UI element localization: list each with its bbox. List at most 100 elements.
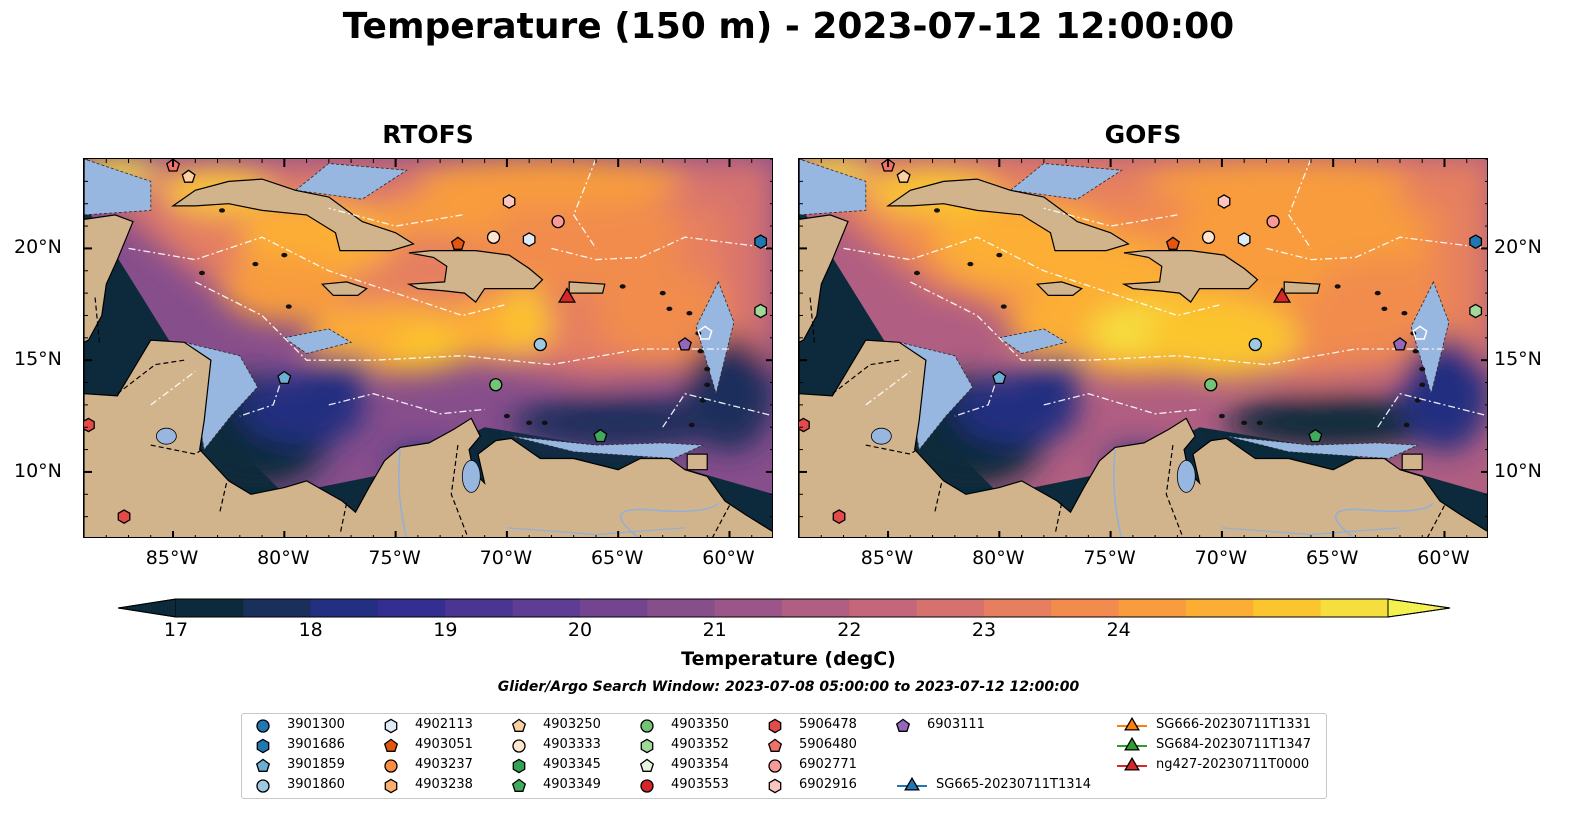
colorbar-segment bbox=[512, 599, 581, 617]
legend-marker bbox=[384, 738, 398, 752]
legend-marker bbox=[640, 738, 654, 754]
map-panel-gofs[interactable] bbox=[798, 158, 1488, 538]
legend-marker bbox=[384, 778, 398, 794]
colorbar-tick-label: 19 bbox=[433, 619, 458, 641]
float-4903352 bbox=[1469, 303, 1483, 319]
legend-symbol bbox=[640, 738, 654, 754]
legend-symbol bbox=[256, 738, 270, 754]
legend-label: 6902916 bbox=[799, 777, 857, 792]
legend-label: SG684-20230711T1347 bbox=[1156, 737, 1312, 752]
legend-label: 4902113 bbox=[415, 717, 473, 732]
legend-symbol bbox=[640, 758, 654, 772]
float-5906478 bbox=[117, 509, 131, 524]
legend-symbol bbox=[512, 758, 526, 774]
colorbar-segment bbox=[782, 599, 850, 617]
float-4903352 bbox=[754, 303, 768, 319]
legend-marker bbox=[512, 778, 526, 792]
float-6902916 bbox=[1217, 194, 1231, 209]
colorbar-tick-label: 22 bbox=[837, 619, 862, 641]
colorbar-min-extend bbox=[118, 598, 177, 618]
x-tick-label: 70°W bbox=[479, 547, 533, 569]
legend-symbol bbox=[384, 778, 398, 794]
legend-label: 4903352 bbox=[671, 737, 729, 752]
float-5906478 bbox=[84, 417, 95, 433]
float-3901860 bbox=[533, 337, 547, 352]
panel-title-rtofs: RTOFS bbox=[382, 120, 474, 149]
land bbox=[84, 159, 772, 537]
colorbar-segment bbox=[1320, 599, 1389, 617]
axis-ticks bbox=[84, 159, 772, 537]
legend-marker bbox=[512, 739, 526, 753]
colorbar-segment bbox=[243, 599, 312, 617]
colorbar-segment bbox=[378, 599, 446, 617]
legend-marker bbox=[1117, 736, 1147, 751]
map-panel-rtofs[interactable] bbox=[83, 158, 773, 538]
legend-marker bbox=[896, 718, 910, 732]
legend-symbol bbox=[256, 758, 270, 772]
legend-label: SG665-20230711T1314 bbox=[936, 777, 1092, 792]
x-tick-label: 60°W bbox=[1417, 547, 1470, 569]
legend-label: 3901859 bbox=[287, 757, 345, 772]
float-4902113 bbox=[522, 232, 536, 247]
legend-marker bbox=[768, 778, 782, 794]
legend-label: 5906478 bbox=[799, 717, 857, 732]
x-tick-label: 85°W bbox=[860, 547, 914, 569]
x-tick-label: 80°W bbox=[972, 547, 1025, 569]
legend-symbol bbox=[768, 718, 782, 734]
float-4903333 bbox=[486, 230, 501, 244]
legend-symbol bbox=[640, 779, 654, 793]
legend-symbol bbox=[384, 738, 398, 752]
legend: 3901300 3901686 3901859 3901860 4902113 49030… bbox=[241, 713, 1327, 799]
float-6902916 bbox=[502, 194, 516, 209]
legend-symbol bbox=[256, 779, 270, 793]
legend-label: ng427-20230711T0000 bbox=[1156, 757, 1310, 772]
float-5906478 bbox=[799, 417, 810, 433]
legend-label: 3901686 bbox=[287, 737, 345, 752]
legend-label: 4903250 bbox=[543, 717, 601, 732]
x-tick-label: 75°W bbox=[368, 547, 421, 569]
float-6902771 bbox=[551, 214, 565, 229]
legend-label: 4903349 bbox=[543, 777, 601, 792]
legend-marker bbox=[1117, 756, 1147, 771]
colorbar-segment bbox=[1186, 599, 1254, 617]
y-tick-label: 15°N bbox=[1494, 348, 1542, 371]
float-3901860 bbox=[1248, 337, 1262, 352]
glider-ng427 bbox=[557, 287, 577, 303]
colorbar-tick-label: 21 bbox=[702, 619, 727, 641]
legend-symbol bbox=[768, 778, 782, 794]
float-6902771 bbox=[1266, 214, 1280, 229]
y-tick-label: 10°N bbox=[14, 459, 62, 482]
legend-symbol bbox=[512, 718, 526, 732]
legend-label: 4903237 bbox=[415, 757, 473, 772]
colorbar-segment bbox=[1051, 599, 1120, 617]
legend-marker bbox=[512, 758, 526, 774]
legend-label: 4903345 bbox=[543, 757, 601, 772]
legend-label: 5906480 bbox=[799, 737, 857, 752]
float-3901859 bbox=[277, 370, 292, 385]
legend-symbol bbox=[512, 739, 526, 753]
y-tick-label: 10°N bbox=[1494, 459, 1542, 482]
legend-marker bbox=[256, 738, 270, 754]
legend-marker bbox=[256, 779, 270, 793]
float-3901686 bbox=[1469, 234, 1483, 250]
legend-marker bbox=[512, 718, 526, 732]
float-4903333 bbox=[1201, 230, 1216, 244]
glider-track-marker bbox=[697, 325, 713, 340]
legend-symbol bbox=[640, 719, 654, 733]
legend-label: 4903350 bbox=[671, 717, 729, 732]
legend-symbol bbox=[1124, 716, 1140, 731]
land bbox=[799, 159, 1487, 537]
legend-marker bbox=[768, 759, 782, 773]
colorbar-segment bbox=[916, 599, 985, 617]
legend-label: 4903051 bbox=[415, 737, 473, 752]
legend-symbol bbox=[384, 759, 398, 773]
float-6903111 bbox=[677, 337, 692, 351]
legend-symbol bbox=[768, 759, 782, 773]
float-3901859 bbox=[992, 370, 1007, 385]
y-tick-label: 15°N bbox=[14, 348, 62, 371]
float-4903051 bbox=[450, 236, 465, 250]
figure-title: Temperature (150 m) - 2023-07-12 12:00:0… bbox=[342, 6, 1235, 47]
colorbar-tick-label: 20 bbox=[567, 619, 593, 641]
legend-label: 6902771 bbox=[799, 757, 857, 772]
glider-track-marker bbox=[1412, 325, 1428, 340]
